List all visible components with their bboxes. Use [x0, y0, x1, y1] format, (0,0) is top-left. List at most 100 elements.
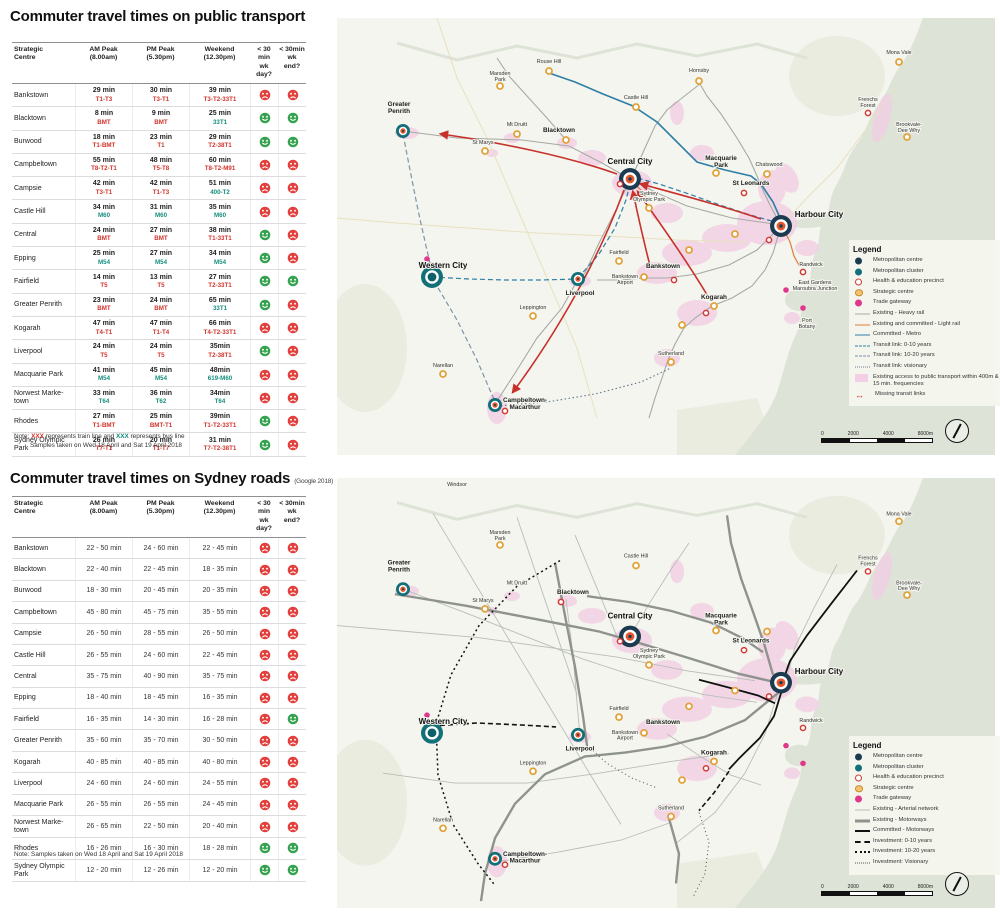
travel-time-cell: 24 - 60 min	[132, 537, 189, 559]
sad-face-icon	[259, 756, 270, 768]
roads-map-canvas: Central City Harbour City Western City Grea…	[337, 478, 995, 908]
under-30min-indicator	[278, 666, 306, 687]
sad-face-icon	[259, 392, 270, 404]
place-labels: Central City Harbour City Western City Grea…	[387, 49, 923, 412]
strategic-centre-name: Norwest Marke-town	[14, 819, 64, 835]
map-label: Rouse Hill	[537, 59, 562, 65]
transit-map: Central City Harbour City Western City Grea…	[337, 18, 1000, 455]
map-label: Blacktown	[557, 589, 589, 596]
travel-time-cell: 22 - 40 min	[75, 559, 132, 580]
table-row: Rhodes 27 min T1-BMT 25 min BMT-T1 39min T1-T2…	[12, 410, 306, 434]
health-education-marker	[864, 109, 872, 117]
legend-title: Legend	[853, 245, 882, 254]
map-label: Macquarie Park	[705, 613, 737, 627]
under-30min-indicator	[278, 773, 306, 794]
route-code: T1-T7	[152, 445, 170, 453]
legend-label: Investment: 10-20 years	[873, 848, 936, 855]
sad-face-icon	[259, 322, 270, 334]
map-label: East Gardens Maroubra Junction	[793, 280, 838, 292]
happy-face-icon	[259, 252, 270, 264]
strategic-centre-marker	[645, 204, 653, 212]
section-public-transport: Commuter travel times on public transpor…	[10, 8, 1000, 468]
map-label: Bankstown	[646, 263, 680, 270]
column-header: < 30min wk end?	[279, 46, 305, 70]
under-30min-indicator	[250, 559, 278, 580]
transit-link-visionary-lines	[496, 367, 672, 407]
metropolitan-centre-marker	[619, 625, 641, 648]
table-row: Norwest Marke-town 26 - 65 min 22 - 50 min…	[12, 816, 306, 839]
map-label: Sutherland	[658, 351, 684, 357]
travel-time-cell: 25 min M54	[75, 247, 132, 270]
travel-time-cell: 34 min M54	[189, 247, 250, 270]
legend-item: Metropolitan cluster	[853, 268, 1000, 276]
travel-time-cell: 65 min 33T1	[189, 293, 250, 316]
under-30min-indicator	[250, 838, 278, 859]
under-30min-indicator	[278, 247, 306, 270]
sad-face-icon	[259, 628, 270, 639]
map-label: Fairfield	[609, 250, 628, 256]
map-label: St Marys	[472, 140, 494, 146]
travel-time-cell: 18 - 40 min	[75, 687, 132, 709]
travel-time-cell: 24 - 55 min	[189, 773, 250, 794]
map-label: Bankstown Airport	[612, 730, 638, 742]
health-education-marker	[765, 236, 773, 244]
legend-item: Existing and committed - Light rail	[853, 321, 1000, 329]
map-label: Bankstown	[646, 719, 680, 726]
table-row: Bankstown 29 min T1-T3 30 min T3-T1 39 min T3-…	[12, 83, 306, 108]
trade-gateway-marker	[783, 287, 789, 293]
strategic-centre-name: Castle Hill	[14, 651, 46, 659]
health-education-marker	[501, 407, 509, 415]
strategic-centre-name: Fairfield	[14, 715, 39, 723]
map-label: Liverpool	[566, 746, 595, 753]
map-label: Frenchs Forest	[858, 97, 878, 109]
trade-gateway-marker	[424, 712, 430, 718]
under-30min-indicator	[250, 751, 278, 773]
legend-label: Health & education precinct	[873, 774, 944, 781]
under-30min-indicator	[278, 687, 306, 709]
travel-time-cell: 35 - 75 min	[189, 666, 250, 687]
strategic-centre-name: Fairfield	[14, 277, 39, 285]
travel-time-cell: 26 - 50 min	[189, 623, 250, 644]
route-code: T1-T3	[95, 95, 113, 103]
under-30min-indicator	[278, 709, 306, 730]
happy-face-icon	[287, 842, 298, 854]
compass-icon	[945, 419, 969, 443]
table-row: Liverpool 24 - 60 min 24 - 60 min 24 - 55 m…	[12, 773, 306, 795]
route-code: M54	[154, 258, 168, 266]
under-30min-indicator	[278, 153, 306, 177]
under-30min-indicator	[278, 293, 306, 316]
travel-time-cell: 13 min T5	[132, 270, 189, 293]
strategic-centre-marker	[695, 77, 703, 85]
table-row: Kogarah 47 min T4-T1 47 min T1-T4 66 min T4-T2…	[12, 316, 306, 341]
map-label: Sutherland	[658, 806, 684, 812]
strategic-centre-marker	[640, 273, 648, 281]
strategic-centre-marker	[496, 541, 504, 549]
strategic-centre-marker	[496, 82, 504, 90]
map-label: Windsor	[447, 482, 467, 488]
route-code: T2-38T1	[208, 142, 232, 150]
legend-item: Trade gateway	[853, 299, 1000, 307]
travel-time-cell: 23 min BMT	[75, 293, 132, 316]
health-education-marker	[702, 309, 710, 317]
arterial-road-network	[337, 513, 838, 863]
travel-time-cell: 27 min BMT	[132, 223, 189, 247]
strategic-centre-marker	[529, 312, 537, 320]
legend-item: Transit link: visionary	[853, 363, 1000, 371]
map-label: Chatswood	[756, 162, 783, 168]
travel-time-cell: 18 - 45 min	[132, 687, 189, 709]
travel-time-cell: 39 min T3-T2-33T1	[189, 83, 250, 107]
route-code: T2-38T1	[208, 351, 232, 359]
strategic-centre-name: Central	[14, 672, 37, 680]
happy-face-icon	[259, 346, 270, 357]
table1-notes: Note: XXX represents train line and XXX …	[14, 432, 185, 451]
under-30min-indicator	[250, 580, 278, 602]
missing-transit-link-arrows	[438, 130, 762, 394]
sad-face-icon	[287, 585, 298, 597]
strategic-centre-marker	[731, 686, 739, 695]
strategic-centre-name: Campsie	[14, 184, 42, 192]
map-label: Narellan	[433, 363, 453, 369]
investment-0-10-roads	[431, 722, 730, 812]
route-code: T1	[157, 142, 165, 150]
sad-face-icon	[287, 649, 298, 661]
travel-time-cell: 24 min BMT	[132, 293, 189, 316]
